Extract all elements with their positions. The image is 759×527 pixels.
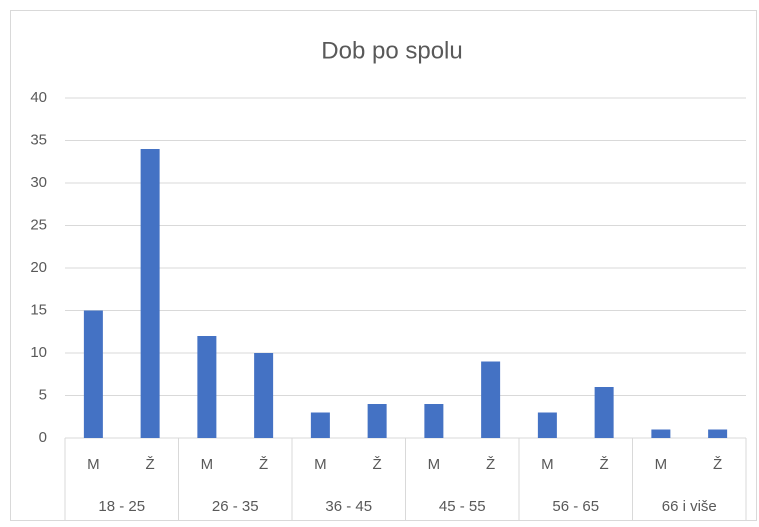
x-tick-label: M — [87, 456, 100, 473]
y-tick-label: 15 — [30, 301, 47, 318]
bar — [310, 412, 330, 438]
group-label: 18 - 25 — [98, 498, 145, 515]
y-tick-label: 30 — [30, 174, 47, 191]
bar — [367, 404, 387, 438]
x-tick-label: M — [541, 456, 554, 473]
chart-title: Dob po spolu — [321, 37, 462, 64]
bar — [594, 387, 614, 438]
x-tick-label: M — [314, 456, 327, 473]
bar — [481, 361, 501, 438]
group-label: 66 i više — [662, 498, 717, 515]
x-tick-label: Ž — [600, 456, 609, 473]
bar — [708, 429, 728, 438]
bar — [651, 429, 671, 438]
bar — [197, 336, 217, 438]
y-tick-label: 20 — [30, 259, 47, 276]
y-tick-label: 5 — [39, 386, 47, 403]
y-tick-label: 40 — [30, 89, 47, 106]
bar — [537, 412, 557, 438]
group-label: 56 - 65 — [552, 498, 599, 515]
x-tick-label: Ž — [486, 456, 495, 473]
bar — [424, 404, 444, 438]
y-tick-label: 25 — [30, 216, 47, 233]
x-tick-label: M — [428, 456, 441, 473]
x-tick-label: Ž — [259, 456, 268, 473]
bar — [254, 353, 274, 438]
group-label: 26 - 35 — [212, 498, 259, 515]
group-label: 36 - 45 — [325, 498, 372, 515]
bar — [83, 310, 103, 438]
x-tick-label: M — [201, 456, 214, 473]
y-tick-label: 0 — [39, 429, 47, 446]
x-tick-label: Ž — [713, 456, 722, 473]
x-tick-label: Ž — [146, 456, 155, 473]
y-tick-label: 10 — [30, 344, 47, 361]
group-label: 45 - 55 — [439, 498, 486, 515]
bar — [140, 149, 160, 438]
chart-border — [10, 10, 757, 521]
x-tick-label: Ž — [373, 456, 382, 473]
x-tick-label: M — [655, 456, 668, 473]
y-tick-label: 35 — [30, 131, 47, 148]
